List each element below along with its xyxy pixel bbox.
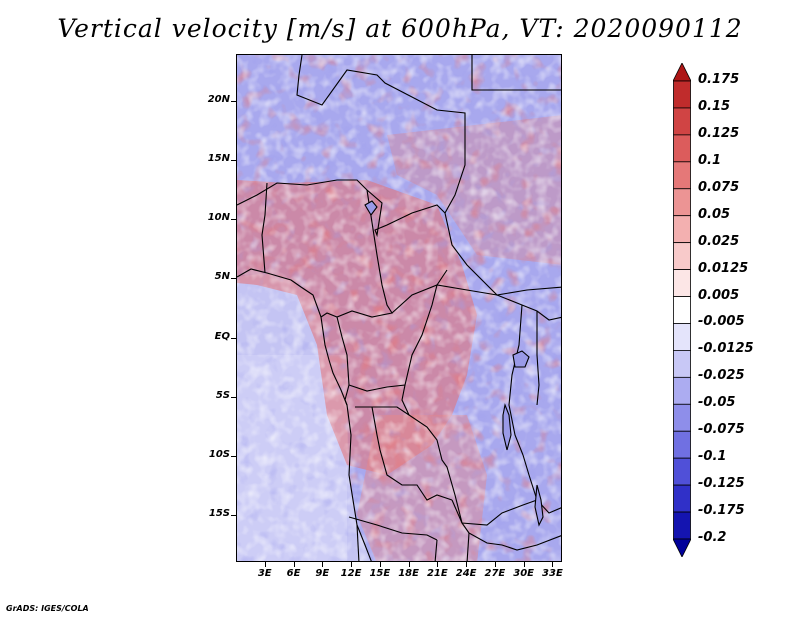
colorbar-label: -0.0125 [698,341,754,357]
colorbar-swatch [673,242,691,270]
lake-victoria [512,350,530,368]
colorbar-label: -0.05 [698,395,736,411]
lon-label: 18E [398,568,419,579]
colorbar-swatch [672,62,692,82]
lat-label: 10N [207,212,230,224]
lon-label: 27E [484,568,506,579]
lon-tick [552,562,554,567]
lat-label: 20N [207,94,230,106]
lon-tick [293,562,295,567]
lon-label: 33E [542,568,563,579]
lon-tick [322,562,324,567]
lat-label: 10S [208,448,230,460]
colorbar-label: 0.15 [698,98,731,114]
lon-tick [264,562,266,567]
colorbar-swatch [673,457,691,486]
lon-tick [408,562,410,567]
colorbar-swatch [673,215,691,244]
lat-tick [231,396,236,398]
colorbar [672,62,692,558]
lat-label: 15N [207,153,230,165]
lon-label: 3E [257,568,272,579]
lat-tick [231,455,236,457]
colorbar-swatch [673,323,691,351]
coastline [237,268,372,561]
country-borders [237,55,561,561]
colorbar-label: 0.175 [698,72,740,87]
colorbar-label: -0.075 [698,422,745,438]
lon-label: 21E [426,568,448,579]
lon-label: 15E [369,568,391,579]
lon-label: 24E [455,568,477,579]
colorbar-swatch [673,269,691,297]
lon-tick [466,562,468,567]
colorbar-swatch [673,484,691,513]
colorbar-label: 0.075 [698,179,740,195]
lat-label: 15S [208,507,230,519]
lon-tick [494,562,496,567]
lat-tick [231,160,236,162]
velocity-field [237,55,561,561]
lat-tick [231,514,236,516]
colorbar-swatches [672,62,692,558]
lon-tick [379,562,381,567]
lat-tick [231,219,236,221]
colorbar-swatch [673,107,691,136]
colorbar-label: -0.005 [698,314,745,330]
colorbar-swatch [673,403,691,432]
colorbar-label: -0.2 [698,530,727,545]
lat-tick [231,278,236,280]
lon-tick [437,562,439,567]
lon-tick [351,562,353,567]
lat-tick [231,337,236,339]
colorbar-swatch [673,134,691,163]
lon-label: 30E [513,568,535,579]
lat-label: 5S [215,389,230,401]
lake-malawi [534,484,544,527]
lon-label: 9E [315,568,330,579]
colorbar-label: -0.125 [698,476,745,492]
chart-title: Vertical velocity [m/s] at 600hPa, VT: 2… [57,14,743,43]
lat-label: 5N [214,271,230,283]
colorbar-swatch [673,188,691,217]
lat-tick [231,101,236,103]
colorbar-swatch [673,511,691,540]
colorbar-swatch [673,161,691,190]
lon-label: 6E [286,568,301,579]
colorbar-label: -0.1 [698,449,727,465]
colorbar-swatch [673,80,691,109]
colorbar-label: -0.175 [698,503,745,519]
colorbar-label: 0.1 [698,152,722,168]
colorbar-label: 0.025 [698,233,740,249]
colorbar-swatch [672,538,692,558]
colorbar-label: -0.025 [698,368,745,384]
colorbar-label: 0.0125 [698,260,749,276]
colorbar-label: 0.125 [698,125,740,141]
colorbar-label: 0.05 [698,206,731,222]
colorbar-swatch [673,376,691,405]
footer-credit: GrADS: IGES/COLA [6,604,89,613]
colorbar-label: 0.005 [698,287,740,303]
lon-label: 12E [340,568,362,579]
lon-tick [523,562,525,567]
colorbar-swatch [673,350,691,378]
colorbar-swatch [673,430,691,459]
velocity-map [236,54,562,562]
colorbar-swatch [673,296,691,324]
lake-tanganyika [502,403,512,451]
lat-label: EQ [214,330,230,342]
lake-chad [364,200,378,216]
